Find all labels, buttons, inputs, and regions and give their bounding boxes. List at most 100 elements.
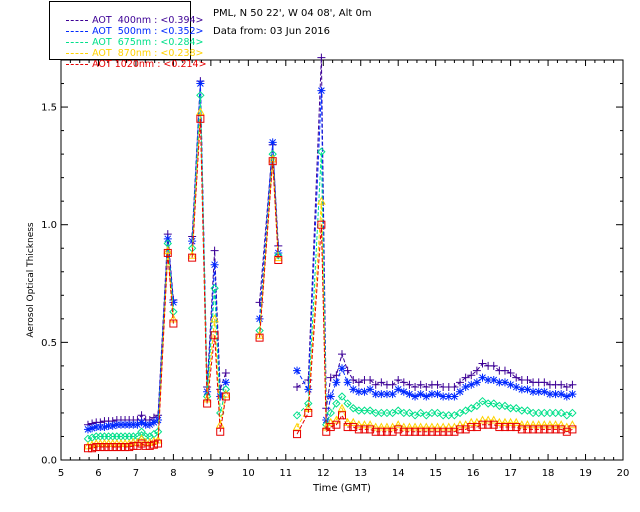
asterisk-marker [255, 314, 264, 323]
data-point [416, 380, 425, 389]
data-point [500, 401, 510, 411]
data-point [326, 408, 335, 418]
legend-label-675nm: AOT 675nm : <0.284> [92, 37, 204, 48]
data-point [393, 420, 403, 429]
triangle-marker [421, 422, 431, 431]
asterisk-marker [360, 387, 369, 396]
legend-item-675nm: AOT 675nm : <0.284> [54, 26, 204, 48]
data-point [551, 408, 560, 418]
data-point [495, 378, 504, 387]
data-point [388, 427, 397, 436]
diamond-marker [405, 408, 414, 418]
data-point [534, 420, 544, 429]
square-marker [388, 427, 397, 436]
data-point [484, 420, 493, 429]
data-point [145, 441, 154, 450]
square-marker [540, 425, 549, 434]
triangle-marker [163, 246, 173, 255]
asterisk-marker [484, 376, 493, 384]
square-marker [304, 408, 313, 417]
diamond-marker [399, 408, 409, 418]
diamond-marker [274, 251, 283, 260]
series-line-segment [296, 90, 573, 421]
asterisk-marker [427, 390, 436, 399]
series-0 [83, 53, 577, 429]
square-marker [467, 423, 476, 432]
plus-marker [472, 366, 481, 375]
plus-marker [411, 383, 420, 392]
asterisk-marker [456, 387, 465, 396]
legend-line-500nm [66, 31, 89, 32]
asterisk-marker [399, 387, 408, 396]
plus-marker [394, 376, 403, 384]
data-point [268, 157, 277, 166]
data-point [562, 383, 571, 392]
asterisk-marker [366, 385, 375, 394]
data-point [163, 246, 173, 255]
data-point [338, 350, 346, 359]
square-marker [163, 248, 172, 257]
plus-marker [456, 378, 465, 387]
data-point [528, 408, 538, 418]
square-marker [268, 157, 277, 166]
triangle-marker [365, 420, 375, 429]
data-point [438, 411, 448, 420]
data-point [338, 364, 346, 373]
data-point [354, 425, 363, 434]
asterisk-marker [163, 234, 172, 243]
data-point [427, 408, 437, 418]
diamond-marker [500, 401, 510, 411]
legend-line-675nm [66, 42, 89, 43]
plus-marker [221, 368, 230, 377]
diamond-marker [551, 408, 560, 418]
data-point [377, 378, 386, 387]
square-marker [349, 423, 358, 432]
data-point [371, 390, 380, 399]
legend-label-400nm: AOT 400nm : <0.394> [92, 15, 204, 26]
asterisk-marker [343, 378, 352, 387]
data-point [382, 390, 391, 399]
square-marker [354, 425, 363, 434]
asterisk-marker [506, 380, 515, 389]
data-point [121, 443, 130, 452]
diamond-marker [461, 406, 470, 415]
asterisk-marker [326, 392, 335, 401]
legend-label-870nm: AOT 870nm : <0.238> [92, 48, 204, 59]
data-point [467, 371, 476, 380]
asterisk-marker [332, 378, 341, 387]
square-marker [427, 427, 436, 436]
triangle-marker [255, 330, 264, 339]
data-point [393, 406, 403, 415]
legend-item-500nm: AOT 500nm : <0.352> [54, 15, 204, 37]
series-4 [83, 114, 577, 453]
diamond-marker [427, 408, 437, 418]
square-marker [141, 441, 150, 450]
data-point [388, 380, 397, 389]
data-point [562, 411, 572, 420]
series-line-segment [259, 161, 279, 338]
diamond-marker [506, 404, 515, 413]
data-point [268, 138, 277, 147]
square-marker [523, 425, 532, 434]
data-point [129, 441, 138, 450]
asterisk-marker [534, 387, 543, 396]
triangle-marker [210, 314, 219, 323]
asterisk-marker [268, 138, 277, 147]
data-point [365, 420, 375, 429]
data-point [405, 427, 414, 436]
data-point [137, 439, 146, 448]
data-point [255, 314, 264, 323]
data-point [377, 427, 386, 436]
data-point [210, 331, 219, 340]
data-point [422, 383, 431, 392]
data-point [506, 423, 515, 432]
data-point [317, 220, 326, 229]
square-marker [332, 420, 341, 429]
triangle-marker [343, 417, 352, 426]
data-point [506, 368, 515, 377]
data-point [529, 425, 538, 434]
data-point [405, 380, 414, 389]
diamond-marker [489, 399, 498, 408]
data-point [517, 385, 526, 394]
